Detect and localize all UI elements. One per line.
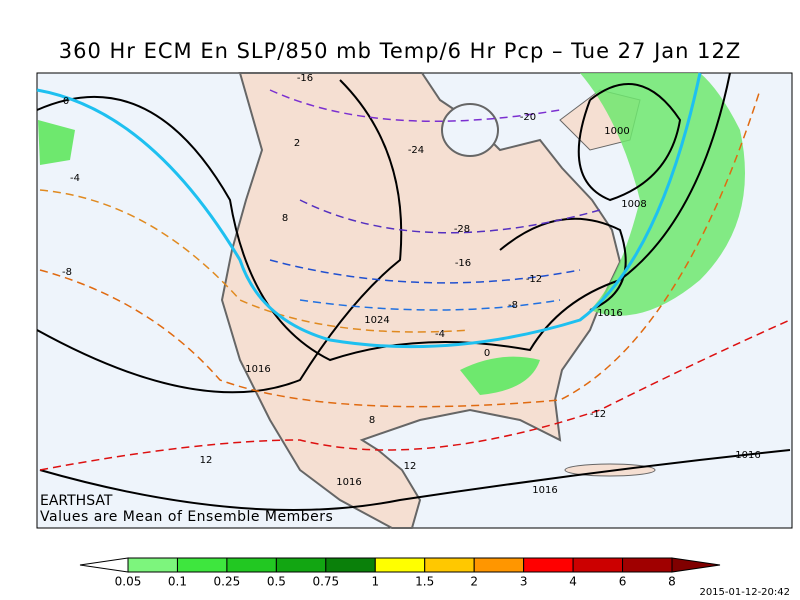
- map-note: EARTHSAT: [40, 493, 113, 509]
- contour-label: 2: [294, 138, 300, 149]
- contour-label: 1000: [604, 126, 629, 137]
- colorbar-box: [127, 557, 178, 573]
- contour-label: -28: [454, 224, 470, 235]
- contour-label: -8: [508, 300, 518, 311]
- colorbar-box: [275, 557, 327, 573]
- colorbar-label: 0.75: [312, 575, 339, 589]
- colorbar-box: [622, 557, 673, 573]
- contour-label: 1016: [735, 450, 760, 461]
- contour-label: 1016: [532, 485, 557, 496]
- contour-label: 12: [404, 461, 417, 472]
- hudson-bay: [441, 103, 499, 157]
- contour-label: 1016: [597, 308, 622, 319]
- contour-label: -24: [408, 145, 424, 156]
- colorbar-label: 6: [619, 575, 627, 589]
- contour-label: 0: [63, 96, 69, 107]
- precip-area: [460, 356, 540, 395]
- colorbar-arrow: [79, 557, 129, 573]
- colorbar-box: [325, 557, 376, 573]
- title: 360 Hr ECM En SLP/850 mb Temp/6 Hr Pcp –…: [59, 39, 742, 63]
- colorbar-box: [226, 557, 277, 573]
- colorbar-box: [523, 557, 574, 573]
- colorbar-label: 2: [470, 575, 478, 589]
- contour-label: -12: [590, 409, 606, 420]
- colorbar-box: [176, 557, 228, 573]
- colorbar-label: 1: [371, 575, 379, 589]
- contour-label: -4: [70, 173, 80, 184]
- contour-labels: -16 2 -24 -20 1000 1008 -28 -16 -12 8 -8…: [62, 73, 761, 496]
- contour-label: -12: [526, 274, 542, 285]
- contour-label: 1016: [336, 477, 361, 488]
- colorbar: 0.05 0.1 0.25 0.5 0.75 1 1.5 2 3 4 6 8: [79, 557, 721, 589]
- contour-label: 1016: [245, 364, 270, 375]
- timestamp: 2015-01-12-20:42: [699, 587, 790, 598]
- colorbar-label: 4: [569, 575, 577, 589]
- precip-area: [38, 120, 75, 165]
- contour-label: 0: [484, 348, 490, 359]
- colorbar-box: [374, 557, 426, 573]
- colorbar-label: 8: [668, 575, 676, 589]
- colorbar-label: 3: [520, 575, 528, 589]
- contour-label: -16: [455, 258, 471, 269]
- map: -16 2 -24 -20 1000 1008 -28 -16 -12 8 -8…: [36, 72, 793, 529]
- colorbar-arrow: [671, 557, 721, 573]
- precip-area: [580, 73, 745, 316]
- contour-label: 8: [369, 415, 375, 426]
- colorbar-label: 0.25: [214, 575, 241, 589]
- map-note: Values are Mean of Ensemble Members: [40, 509, 333, 525]
- colorbar-label: 1.5: [415, 575, 434, 589]
- contour-label: -20: [520, 112, 536, 123]
- freezing-line: [36, 72, 702, 349]
- land: [220, 72, 622, 529]
- contour-label: -4: [435, 329, 445, 340]
- colorbar-label: 0.05: [115, 575, 142, 589]
- colorbar-label: 0.5: [267, 575, 286, 589]
- contour-label: 12: [200, 455, 213, 466]
- contour-label: -8: [62, 267, 72, 278]
- contour-label: 1008: [621, 199, 646, 210]
- contour-label: 1024: [364, 315, 389, 326]
- colorbar-box: [424, 557, 475, 573]
- isotherms: [39, 89, 791, 471]
- contour-label: 8: [282, 213, 288, 224]
- colorbar-box: [473, 557, 525, 573]
- colorbar-label: 0.1: [168, 575, 187, 589]
- contour-label: -16: [297, 73, 313, 84]
- colorbar-box: [572, 557, 624, 573]
